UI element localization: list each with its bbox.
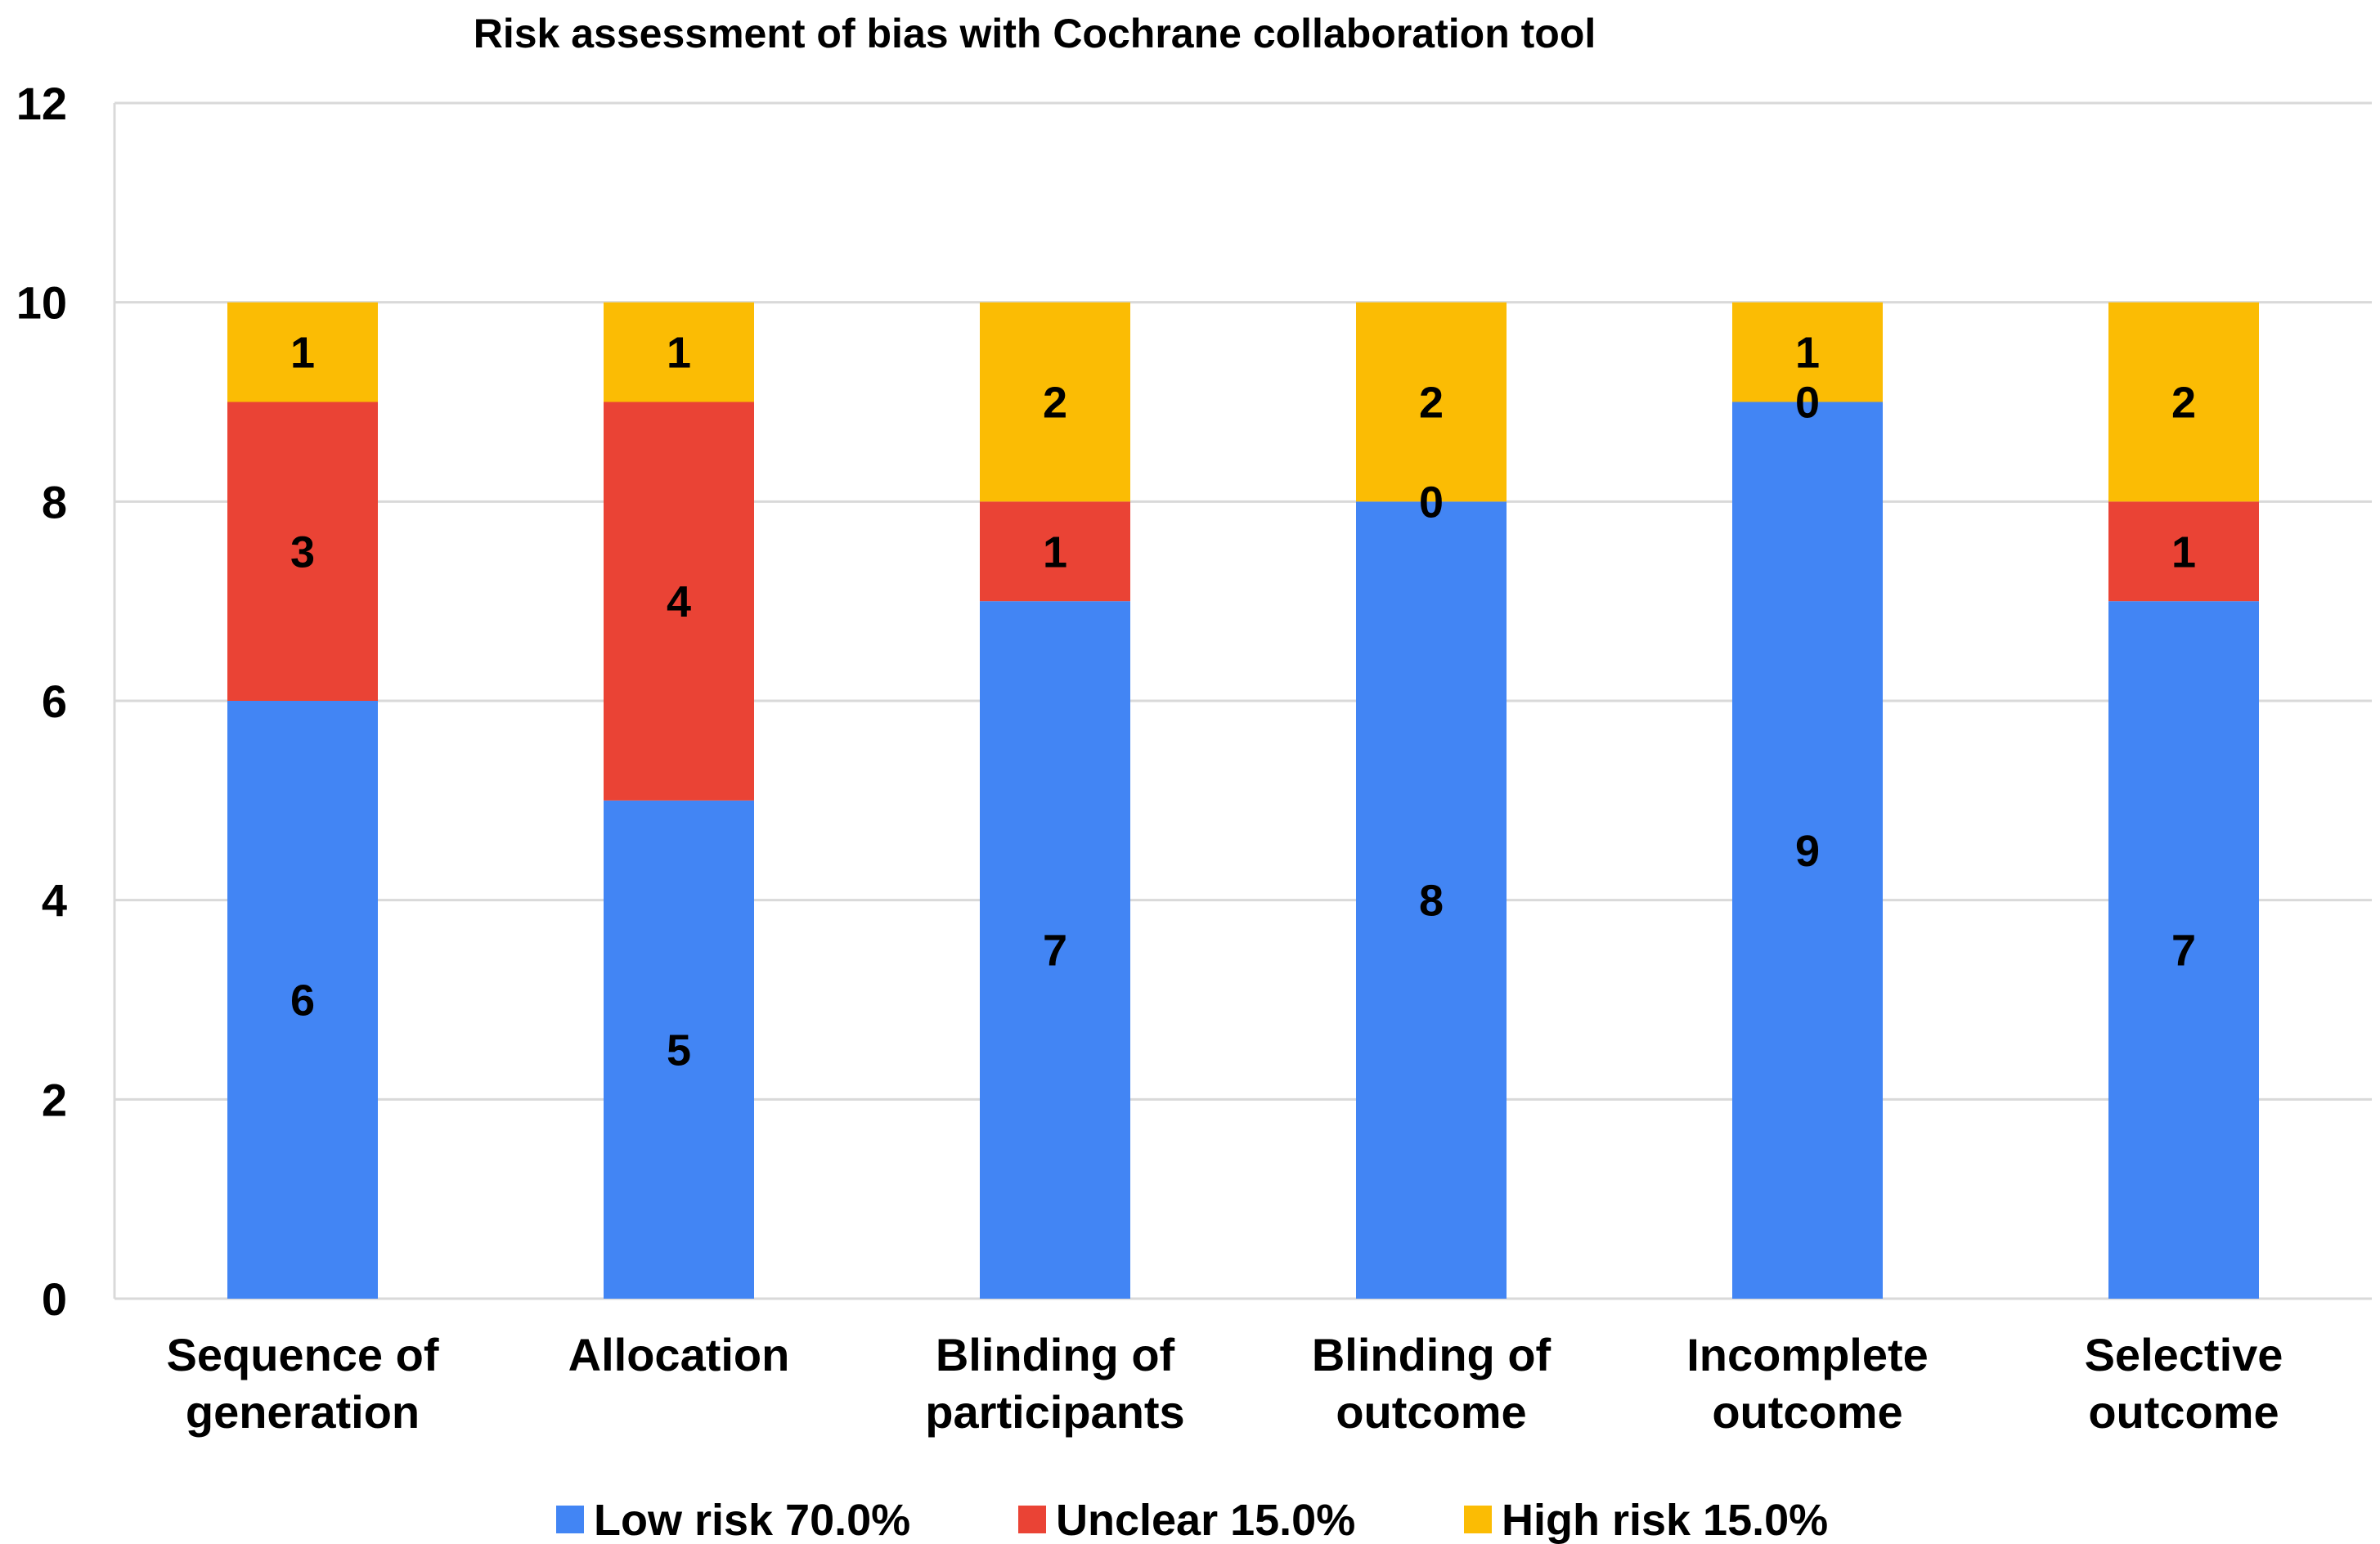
y-tick-label: 8 <box>42 476 67 527</box>
legend-label: High risk 15.0% <box>1502 1496 1828 1544</box>
x-category-label: participants <box>925 1386 1184 1438</box>
data-label: 9 <box>1795 827 1820 876</box>
data-label: 5 <box>667 1026 691 1075</box>
x-category-label: outcome <box>1336 1386 1526 1438</box>
legend-swatch <box>1018 1506 1046 1533</box>
bar-segment <box>227 701 378 1299</box>
x-category-label: Incomplete <box>1686 1329 1929 1380</box>
bar-segment <box>980 601 1130 1299</box>
bar-segment <box>604 402 754 801</box>
data-label: 2 <box>2171 379 2196 428</box>
y-tick-label: 12 <box>16 78 67 129</box>
bar-segment <box>980 302 1130 502</box>
bar-segment <box>1732 402 1883 1299</box>
data-label: 1 <box>667 329 691 378</box>
legend-label: Unclear 15.0% <box>1056 1496 1355 1544</box>
y-tick-label: 10 <box>16 277 67 329</box>
data-label: 6 <box>290 976 315 1026</box>
bar-segment <box>1356 501 1507 1299</box>
bar-segment <box>1732 302 1883 402</box>
y-tick-label: 6 <box>42 676 67 727</box>
data-label: 8 <box>1419 877 1444 926</box>
data-label: 1 <box>2171 527 2196 577</box>
bar-segment <box>2108 601 2259 1299</box>
data-label: 4 <box>667 577 691 626</box>
bar-segment <box>2108 302 2259 502</box>
y-tick-label: 4 <box>42 875 67 927</box>
data-label: 0 <box>1419 478 1444 527</box>
data-label: 2 <box>1043 379 1067 428</box>
legend: Low risk 70.0% Unclear 15.0% High risk 15.… <box>556 1496 1828 1544</box>
data-label: 0 <box>1795 379 1820 428</box>
x-category-label: Selective <box>2085 1329 2283 1380</box>
bar-segment <box>227 402 378 701</box>
bar-segment <box>980 501 1130 602</box>
legend-swatch <box>556 1506 584 1533</box>
data-label: 1 <box>1043 527 1067 577</box>
y-tick-label: 0 <box>42 1273 67 1325</box>
x-category-label: outcome <box>2088 1386 2279 1438</box>
data-label: 7 <box>2171 927 2196 976</box>
x-category-label: outcome <box>1712 1386 1902 1438</box>
x-category-label: Blinding of <box>936 1329 1175 1380</box>
data-label: 2 <box>1419 379 1444 428</box>
bar-segment <box>604 800 754 1299</box>
data-label: 7 <box>1043 927 1067 976</box>
x-axis-categories: Sequence of generation Allocation Blinding … <box>167 1329 2283 1438</box>
x-category-label: Blinding of <box>1312 1329 1551 1380</box>
legend-label: Low risk 70.0% <box>594 1496 910 1544</box>
bars <box>227 302 2259 1299</box>
chart-title: Risk assessment of bias with Cochrane co… <box>474 11 1596 56</box>
y-axis-ticks: 0 2 4 6 8 10 12 <box>16 78 67 1325</box>
x-category-label: Sequence of <box>167 1329 439 1380</box>
bar-segment <box>227 302 378 402</box>
data-label: 1 <box>290 329 315 378</box>
x-category-label: generation <box>186 1386 420 1438</box>
data-label: 1 <box>1795 329 1820 378</box>
bar-segment <box>2108 501 2259 602</box>
bar-segment <box>1356 302 1507 502</box>
x-category-label: Allocation <box>568 1329 790 1380</box>
gridlines <box>113 101 2372 1300</box>
data-label: 3 <box>290 527 315 577</box>
y-tick-label: 2 <box>42 1074 67 1125</box>
bar-segment <box>604 302 754 402</box>
legend-swatch <box>1464 1506 1492 1533</box>
